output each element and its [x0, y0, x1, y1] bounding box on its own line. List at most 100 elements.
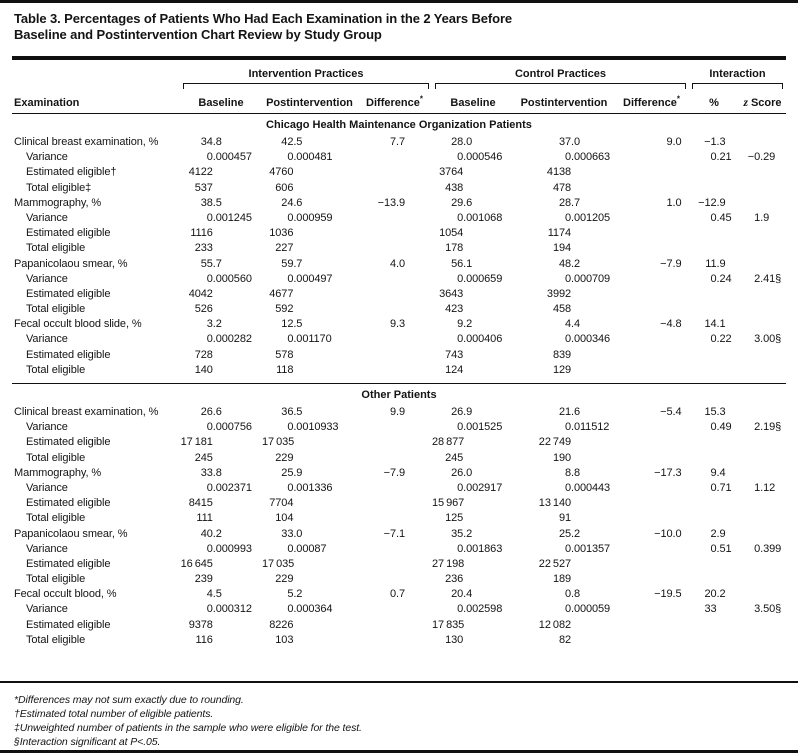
- data-cell: [357, 181, 432, 196]
- data-cell: 526: [194, 303, 213, 316]
- data-cell: [357, 211, 432, 226]
- col-header-z-score: z Score: [743, 97, 782, 109]
- data-cell: [739, 496, 786, 511]
- data-cell: 103: [275, 633, 294, 646]
- data-cell: [357, 481, 432, 496]
- row-label: Estimated eligible: [26, 618, 111, 631]
- data-cell: 0.000560: [206, 272, 252, 285]
- table-row: Total eligible 233 227 178 194: [12, 241, 786, 256]
- data-cell: [739, 572, 786, 587]
- data-cell: 438: [445, 181, 464, 194]
- data-cell: [689, 165, 739, 180]
- data-cell: 0.000364: [287, 603, 333, 616]
- data-cell: [739, 241, 786, 256]
- data-cell: [357, 420, 432, 435]
- data-cell: [739, 165, 786, 180]
- table-row: Variance 0.000457 0.000481 0.000546 0.000663…: [12, 150, 786, 165]
- data-cell: 3992: [546, 287, 571, 300]
- data-cell: 129: [552, 363, 571, 376]
- table-row: Estimated eligible 17 181 17 035 28 877 22 7…: [12, 435, 786, 450]
- data-cell: 606: [275, 181, 294, 194]
- data-cell: −5.4: [660, 406, 682, 418]
- table-row: Variance 0.001245 0.000959 0.001068 0.001205…: [12, 211, 786, 226]
- row-label: Variance: [26, 333, 68, 346]
- data-cell: 743: [445, 348, 464, 361]
- data-cell: 56.1: [451, 257, 473, 270]
- data-cell: 0.001205: [564, 211, 611, 224]
- table-row: Variance 0.000756 0.0010933 0.001525 0.01151…: [12, 420, 786, 435]
- group-header-interaction: Interaction: [709, 68, 766, 80]
- data-cell: −7.9: [660, 257, 682, 270]
- data-cell: [689, 363, 739, 378]
- data-cell: 5.2: [287, 588, 303, 601]
- data-cell: 21.6: [558, 406, 580, 418]
- data-cell: 236: [445, 573, 464, 586]
- data-cell: 0.000663: [564, 151, 611, 164]
- col-header-postintervention-control: Postintervention: [520, 97, 608, 109]
- data-cell: [739, 435, 786, 450]
- data-cell: 130: [445, 633, 464, 646]
- data-cell: 4677: [269, 287, 294, 300]
- table-title-line2: Baseline and Postintervention Chart Revi…: [14, 27, 382, 42]
- data-cell: 0.22: [710, 333, 732, 346]
- data-cell: 0.0010933: [287, 421, 339, 434]
- row-label: Estimated eligible: [26, 287, 111, 300]
- data-cell: [357, 332, 432, 347]
- data-cell: 59.7: [281, 257, 303, 270]
- footnote-marker-asterisk: *: [419, 94, 423, 104]
- data-cell: 2.41§: [754, 272, 782, 285]
- row-label: Estimated eligible: [26, 348, 111, 361]
- data-cell: 25.9: [281, 466, 303, 479]
- col-header-examination: Examination: [14, 97, 80, 109]
- data-cell: 36.5: [281, 406, 303, 418]
- data-cell: 28.7: [558, 196, 580, 209]
- data-cell: [689, 618, 739, 633]
- footnote-marker-asterisk: *: [676, 94, 680, 104]
- data-cell: [689, 226, 739, 241]
- data-cell: 537: [194, 181, 213, 194]
- data-cell: [614, 511, 689, 526]
- data-cell: [689, 557, 739, 572]
- data-cell: 27 198: [432, 557, 465, 570]
- table-row: Total eligible‡ 537 606 438 478: [12, 181, 786, 196]
- data-cell: 4.5: [206, 588, 222, 601]
- data-cell: [357, 557, 432, 572]
- data-cell: [689, 348, 739, 363]
- row-label: Total eligible: [26, 451, 86, 464]
- data-cell: −7.1: [383, 527, 405, 540]
- data-cell: 15.3: [704, 406, 726, 418]
- data-cell: 2.19§: [754, 421, 782, 434]
- data-cell: 11.9: [705, 257, 726, 270]
- column-headers: Examination Intervention Practices Contr…: [12, 63, 786, 114]
- row-label: Papanicolaou smear, %: [14, 527, 128, 540]
- data-cell: [739, 451, 786, 466]
- data-cell: 423: [445, 303, 464, 316]
- data-cell: [614, 363, 689, 378]
- data-cell: 40.2: [200, 527, 222, 540]
- table-row: Total eligible 140 118 124 129: [12, 363, 786, 378]
- data-cell: 14.1: [704, 318, 726, 331]
- title-rule: [12, 56, 786, 60]
- data-cell: [739, 287, 786, 302]
- data-cell: 12 082: [538, 618, 571, 631]
- data-cell: [689, 435, 739, 450]
- data-cell: [357, 496, 432, 511]
- data-cell: [357, 302, 432, 317]
- data-cell: 0.000406: [457, 333, 503, 346]
- data-cell: 0.002371: [206, 481, 252, 494]
- data-cell: 55.7: [200, 257, 222, 270]
- table-row: Variance 0.000560 0.000497 0.000659 0.000709…: [12, 272, 786, 287]
- table-row: Clinical breast examination, % 26.6 36.5 9.…: [12, 405, 786, 420]
- data-cell: [614, 420, 689, 435]
- data-cell: 37.0: [558, 136, 580, 148]
- table-row: Total eligible 116 103 130 82: [12, 633, 786, 648]
- row-label: Total eligible: [26, 573, 86, 586]
- data-cell: 140: [194, 363, 213, 376]
- data-cell: [357, 226, 432, 241]
- data-cell: 28 877: [432, 436, 465, 449]
- data-cell: [614, 348, 689, 363]
- table-row: Estimated eligible 4042 4677 3643 3992: [12, 287, 786, 302]
- data-cell: 0.000346: [564, 333, 611, 346]
- data-cell: [739, 557, 786, 572]
- data-cell: [739, 135, 786, 150]
